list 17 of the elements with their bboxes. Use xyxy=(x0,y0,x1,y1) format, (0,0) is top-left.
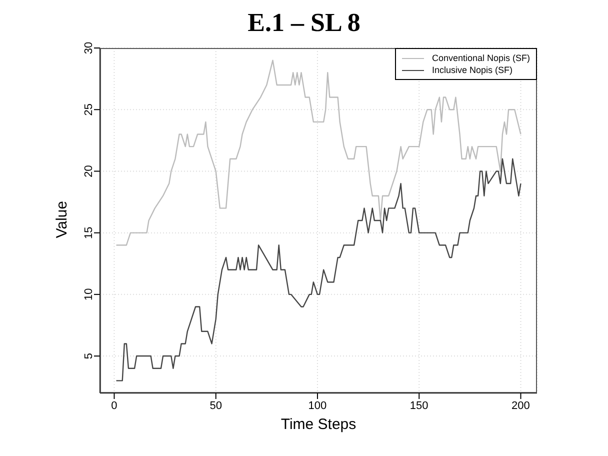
x-tick-label: 100 xyxy=(308,400,327,412)
line-series xyxy=(116,158,522,382)
y-tick-label: 10 xyxy=(83,288,95,301)
x-tick-label: 0 xyxy=(111,400,118,412)
legend-label: Inclusive Nopis (SF) xyxy=(432,64,512,76)
y-tick-label: 20 xyxy=(83,165,95,178)
x-tick-label: 50 xyxy=(210,400,222,412)
x-tick-label: 150 xyxy=(410,400,428,412)
y-tick-label: 5 xyxy=(83,352,95,360)
y-axis-title: Value xyxy=(54,199,70,240)
legend-label: Conventional Nopis (SF) xyxy=(432,52,530,64)
x-axis-title: Time Steps xyxy=(280,416,358,433)
y-tick-label: 30 xyxy=(83,42,95,54)
chart-title: E.1 – SL 8 xyxy=(246,8,362,38)
y-tick-label: 15 xyxy=(83,226,95,239)
x-tick-label: 200 xyxy=(512,400,530,412)
y-tick-label: 25 xyxy=(83,103,95,116)
